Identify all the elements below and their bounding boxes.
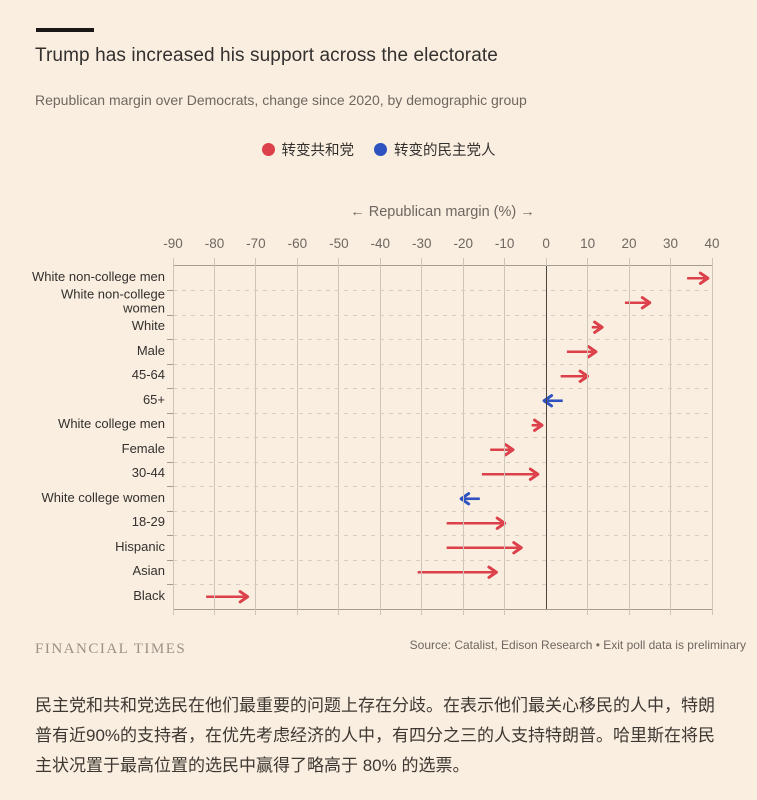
- legend-label: 转变的民主党人: [394, 143, 496, 159]
- trend-arrow-republican: [446, 516, 507, 530]
- x-tick-label: -90: [163, 236, 183, 251]
- row-separator: [173, 314, 712, 316]
- x-tick-label: 30: [663, 236, 679, 251]
- gridline: [338, 258, 340, 615]
- row-tick: [167, 290, 173, 291]
- row-tick: [167, 461, 173, 463]
- x-tick-label: -40: [370, 236, 391, 251]
- gridline: [213, 258, 215, 615]
- trend-arrow-republican: [560, 369, 590, 383]
- row-separator: [173, 339, 712, 340]
- legend-item-democrat: 转变的民主党人: [374, 139, 496, 160]
- gridline: [255, 258, 257, 615]
- chart-subtitle: Republican margin over Democrats, change…: [35, 92, 527, 108]
- legend: 转变共和党 转变的民主党人: [0, 139, 757, 160]
- axis-tick: [545, 258, 547, 266]
- x-tick-label: -80: [204, 236, 225, 251]
- row-separator: [173, 437, 712, 438]
- row-tick: [167, 510, 173, 512]
- x-tick-label: -20: [453, 236, 473, 251]
- arrow-layer: [206, 271, 710, 604]
- row-tick: [167, 437, 173, 438]
- row-tick: [167, 486, 173, 487]
- x-tick-label: 20: [621, 236, 637, 251]
- gridline: [504, 258, 506, 615]
- ft-logo: FINANCIAL TIMES: [35, 641, 187, 657]
- row-separator: [173, 486, 712, 487]
- category-label: White non-college men: [32, 269, 165, 284]
- row-separator: [173, 388, 712, 389]
- trend-arrow-democrat: [542, 394, 563, 408]
- row-tick: [167, 339, 173, 340]
- row-tick: [167, 314, 173, 316]
- category-label: 30-44: [131, 465, 165, 480]
- legend-item-republican: 转变共和党: [261, 139, 355, 160]
- axis-title: ← Republican margin (%) →: [350, 204, 535, 220]
- category-label: Asian: [132, 563, 165, 578]
- row-tick: [167, 584, 173, 585]
- accent-bar: [36, 28, 94, 32]
- trend-arrow-republican: [687, 271, 710, 285]
- category-label: 45-64: [131, 367, 165, 382]
- gridline: [296, 258, 298, 615]
- row-tick: [167, 535, 173, 536]
- source-note: Source: Catalist, Edison Research • Exit…: [409, 638, 746, 652]
- x-tick-label: -30: [412, 236, 432, 251]
- x-tick-label: 10: [580, 236, 596, 251]
- row-tick: [167, 412, 173, 414]
- trend-arrow-republican: [206, 590, 250, 604]
- x-tick-label: -60: [287, 236, 308, 251]
- x-tick-label: 0: [542, 236, 550, 251]
- caption-text: 民主党和共和党选民在他们最重要的问题上存在分歧。在表示他们最关心移民的人中，特朗…: [35, 696, 716, 775]
- x-tick-label: -50: [329, 236, 349, 251]
- row-separator: [173, 412, 712, 414]
- x-tick-label: -10: [494, 236, 515, 251]
- plot-area: [167, 258, 713, 615]
- category-label: White college men: [58, 416, 165, 431]
- legend-dot-democrat: [374, 143, 387, 156]
- trend-arrow-democrat: [459, 492, 480, 506]
- category-label: White college women: [41, 489, 165, 505]
- category-label: White non-college women: [60, 286, 165, 316]
- gridline: [711, 258, 713, 615]
- category-label: 18-29: [131, 514, 165, 529]
- trend-arrow-republican: [446, 541, 523, 555]
- gridline: [172, 258, 174, 615]
- row-separator: [173, 510, 712, 512]
- gridline: [670, 258, 672, 615]
- category-label: Black: [133, 587, 165, 603]
- trend-arrow-republican: [481, 467, 540, 481]
- row-tick: [167, 559, 173, 561]
- x-tick-label: 40: [704, 236, 720, 251]
- category-label: Hispanic: [115, 538, 165, 554]
- gridline: [587, 258, 589, 615]
- trend-arrow-republican: [417, 565, 498, 579]
- row-tick: [167, 388, 173, 389]
- row-separator: [173, 461, 712, 463]
- gridline: [628, 258, 630, 615]
- legend-dot-republican: [261, 143, 275, 156]
- category-label: Female: [121, 440, 165, 456]
- row-separator: [173, 363, 712, 365]
- row-separator: [173, 584, 712, 585]
- category-label: 65+: [142, 391, 165, 407]
- row-separator: [173, 559, 712, 561]
- x-tick-label: -70: [246, 236, 266, 251]
- trend-arrow-republican: [531, 418, 544, 432]
- trend-arrow-republican: [591, 320, 604, 334]
- trend-arrow-republican: [566, 345, 598, 359]
- gridline: [421, 258, 423, 615]
- category-label: White: [131, 318, 165, 333]
- category-label: Male: [136, 342, 165, 358]
- gridline: [379, 258, 381, 615]
- legend-label: 转变共和党: [281, 143, 355, 159]
- gridline: [462, 258, 464, 615]
- chart-title: Trump has increased his support across t…: [35, 45, 498, 66]
- row-separator: [173, 290, 712, 291]
- row-separator: [173, 535, 712, 536]
- trend-arrow-republican: [490, 443, 515, 457]
- row-tick: [167, 363, 173, 365]
